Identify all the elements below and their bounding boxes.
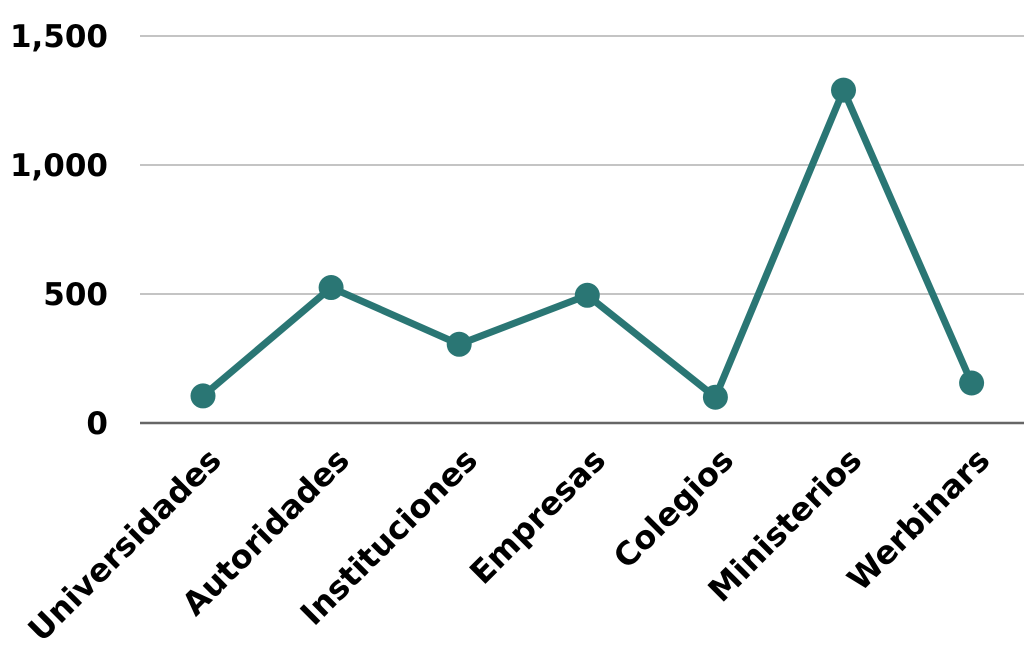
data-point: [574, 282, 600, 308]
data-point: [190, 383, 216, 409]
series-line: [199, 86, 976, 401]
data-point: [959, 370, 985, 396]
x-tick-label: Empresas: [462, 441, 613, 592]
y-tick-label: 1,500: [10, 19, 108, 55]
data-point: [702, 384, 728, 410]
x-axis-category-labels: UniversidadesAutoridadesInstitucionesEmp…: [21, 441, 998, 649]
gridlines: [140, 35, 1024, 295]
y-tick-label: 1,000: [10, 148, 108, 184]
data-point: [446, 331, 472, 357]
y-tick-label: 0: [86, 406, 108, 442]
series-line: [199, 86, 976, 401]
x-tick-label: Colegios: [606, 441, 741, 576]
data-points: [190, 77, 985, 410]
data-point: [831, 77, 856, 103]
data-point: [318, 275, 344, 301]
y-axis-tick-labels: 0 500 1,000 1,500: [10, 19, 108, 442]
y-tick-label: 500: [43, 277, 108, 313]
